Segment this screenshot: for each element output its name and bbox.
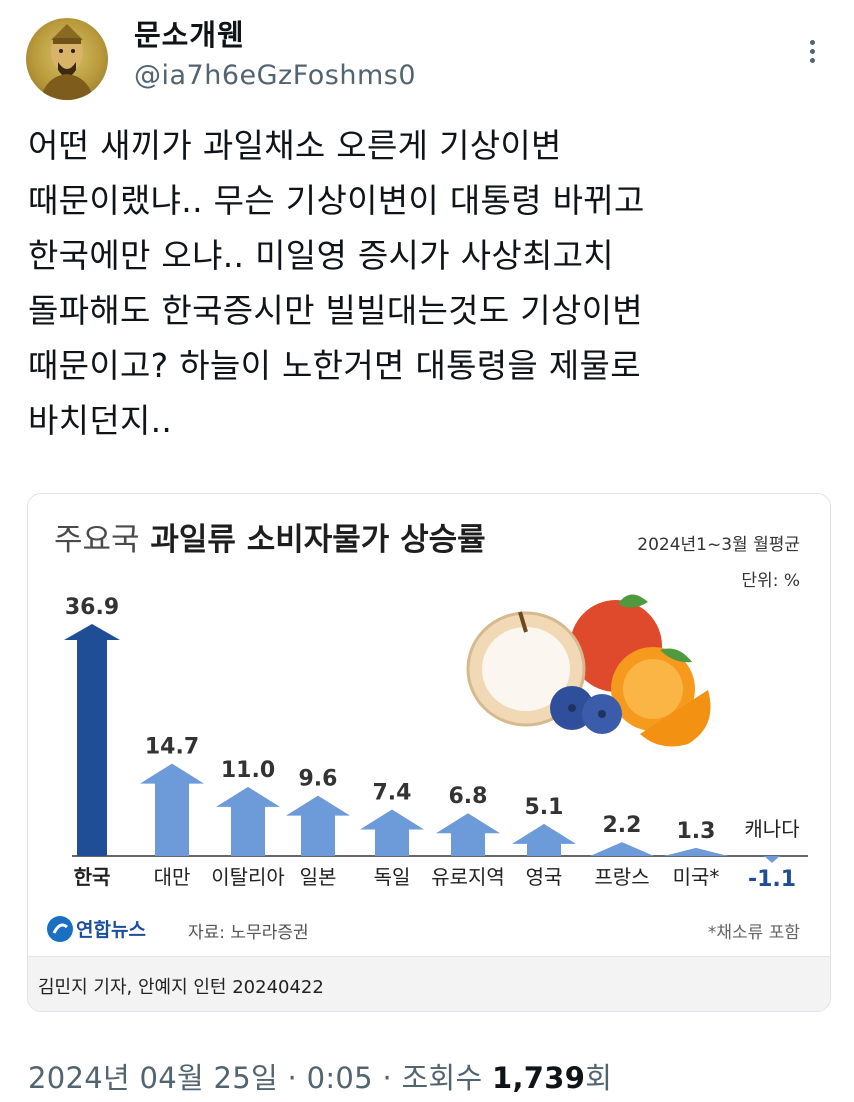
bar-value-label: 9.6 [299,767,338,792]
views-suffix: 회 [585,1061,613,1095]
bars-group: 36.9 한국 14.7 대만 11.0 이탈리아 9.6 일본 7.4 독일 6.8 유로지역 5.1… [64,595,800,892]
category-label: 미국* [673,865,720,889]
chart-title: 주요국 과일류 소비자물가 상승률 [54,514,486,559]
category-label: 프랑스 [594,865,649,889]
chart-title-prefix: 주요국 [54,522,140,558]
separator-dot: · [287,1061,298,1095]
bar-value-label: -1.1 [748,867,796,892]
yonhap-logo-text: 연합뉴스 [76,919,146,941]
bar-value-label: 7.4 [373,780,412,805]
yonhap-logo-icon [47,916,73,942]
yonhap-logo: 연합뉴스 [46,912,206,946]
infographic-footer: 김민지 기자, 안예지 인턴 20240422 [28,956,830,1011]
bar-value-label: 11.0 [221,758,275,783]
category-label: 독일 [374,865,411,889]
infographic-body: 주요국 과일류 소비자물가 상승률 2024년1~3월 월평균 단위: % 36… [28,494,830,956]
avatar-image [40,24,94,100]
category-label: 일본 [300,865,337,889]
bar [436,813,500,856]
chart-unit: 단위: % [741,571,800,591]
bar [216,786,280,856]
tweet-date[interactable]: 2024년 04월 25일 [28,1061,278,1095]
chart-period: 2024년1~3월 월평균 [637,535,800,555]
bar-value-label: 1.3 [677,819,716,844]
avatar[interactable] [26,18,108,100]
views-count: 1,739 [491,1061,586,1095]
display-name[interactable]: 문소개웬 [134,18,245,52]
bar [764,856,780,863]
bar [286,795,350,856]
bar [64,624,120,856]
bar [140,763,204,856]
bar [360,809,424,856]
views-label: 조회수 [401,1061,483,1095]
bar [590,842,654,856]
category-label: 유로지역 [431,865,505,889]
bar-value-label: 36.9 [65,595,119,620]
category-label: 이탈리아 [211,865,285,889]
tweet-timestamp: 2024년 04월 25일 · 0:05 · 조회수 1,739회 [28,1055,612,1097]
bar-value-label: 6.8 [449,784,488,809]
bar-chart: 36.9 한국 14.7 대만 11.0 이탈리아 9.6 일본 7.4 독일 6.8 유로지역 5.1… [64,594,808,892]
infographic-card[interactable]: 주요국 과일류 소비자물가 상승률 2024년1~3월 월평균 단위: % 36… [27,493,831,1012]
user-handle[interactable]: @ia7h6eGzFoshms0 [134,60,417,91]
bar [664,847,728,856]
category-label: 영국 [526,865,563,889]
category-label: 대만 [154,865,191,889]
bar-value-label: 2.2 [603,813,642,838]
chart-source: 자료: 노무라증권 [188,923,309,943]
bar-value-label: 5.1 [525,795,564,820]
fruit-illustration [466,594,711,747]
chart-title-main: 과일류 소비자물가 상승률 [139,522,486,558]
category-label: 캐나다 [744,817,799,841]
separator-dot: · [382,1061,392,1095]
bar [512,823,576,856]
category-label: 한국 [74,865,111,889]
tweet-time[interactable]: 0:05 [306,1061,373,1095]
more-vertical-icon[interactable] [798,36,826,68]
chart-footnote: *채소류 포함 [707,923,800,943]
tweet-text: 어떤 새끼가 과일채소 오른게 기상이변 때문이랬냐.. 무슨 기상이변이 대통… [28,126,645,440]
reporter-byline: 김민지 기자, 안예지 인턴 20240422 [38,977,324,998]
bar-value-label: 14.7 [145,735,199,760]
